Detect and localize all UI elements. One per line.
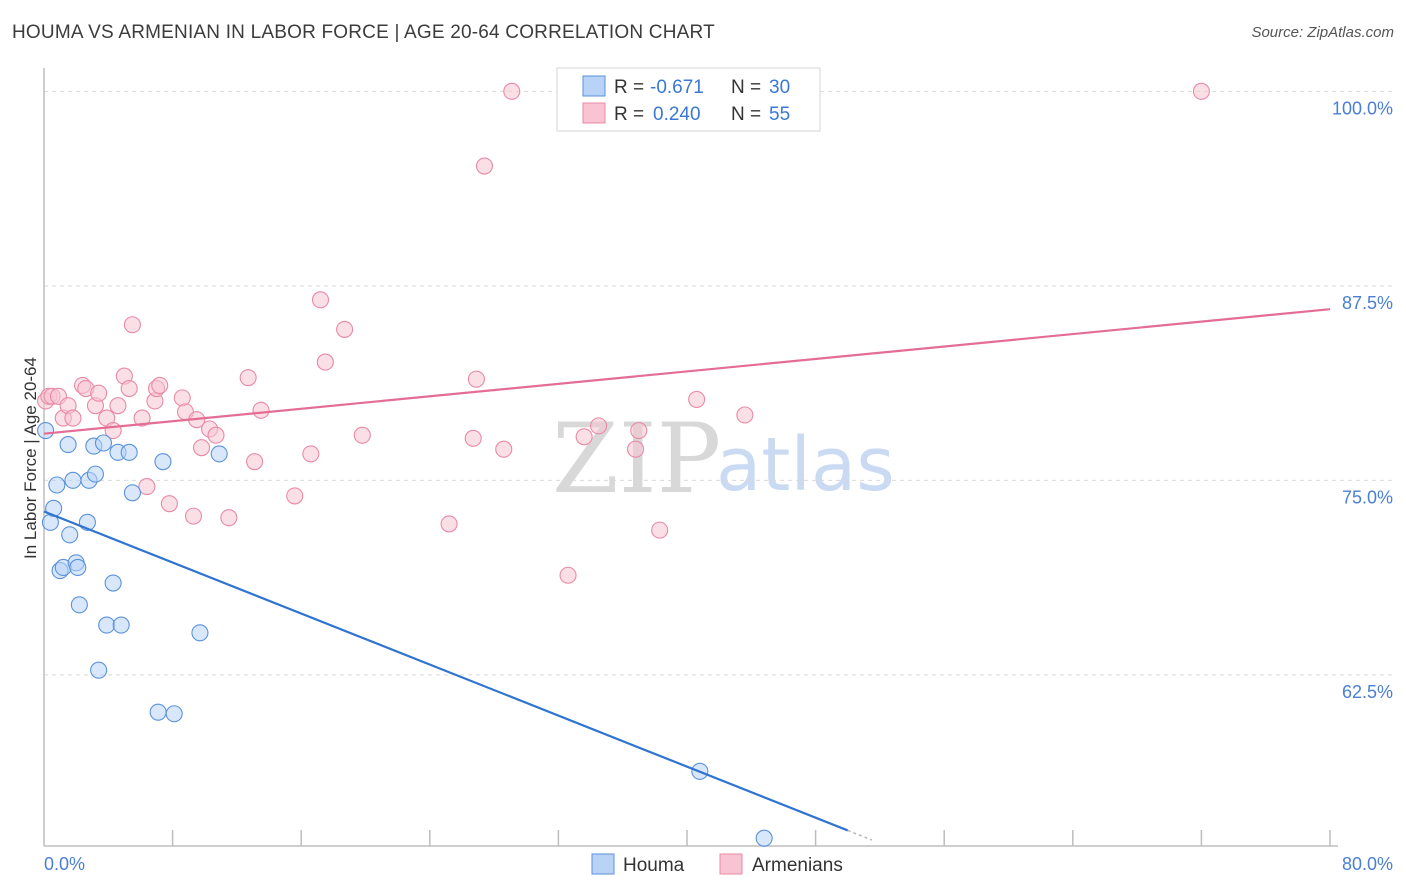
legend-armenian-r-value: 0.240 [653,104,701,125]
armenian-point [64,409,82,427]
armenian-point [495,440,513,458]
armenian-point [590,417,608,435]
houma-point [104,574,122,592]
houma-trendline-extension [847,829,873,841]
source-credit: Source: ZipAtlas.com [1251,24,1394,41]
houma-point [112,616,130,634]
houma-point [86,465,104,483]
houma-point [94,434,113,452]
armenian-trendline [43,308,1331,435]
x-tick-label-max: 80.0% [1342,854,1393,874]
armenian-point [316,353,334,371]
armenian-point [207,426,225,444]
armenian-point [123,316,141,334]
trendlines [43,308,1331,841]
armenian-point [246,453,264,471]
y-tick-label: 62.5% [1342,682,1393,702]
legend-houma-swatch [582,75,606,97]
armenian-point [90,384,108,402]
y-tick-label: 75.0% [1342,487,1393,507]
armenian-point [627,440,645,458]
legend-armenian-n-label: N = [731,104,761,125]
armenian-point [440,515,458,533]
armenian-point [173,389,191,407]
legend-armenian-swatch [582,102,606,124]
armenian-point [160,495,178,513]
legend-houma-n-value: 30 [769,77,790,98]
watermark-zip: ZIP [552,403,721,515]
armenian-point [109,397,127,415]
armenian-point [575,428,593,446]
legend-bottom-armenian-label: Armenians [752,855,843,876]
armenian-point [133,409,151,427]
legend-houma-r-label: R = [614,77,644,98]
armenian-point [688,390,706,408]
houma-point [48,476,66,494]
houma-point [755,829,773,847]
legend-bottom: Houma Armenians [591,853,843,876]
houma-point [64,471,82,489]
watermark: ZIP atlas [552,403,895,515]
houma-point [37,421,55,440]
armenian-point [184,507,203,525]
houma-point [90,661,108,679]
legend-houma-n-label: N = [731,77,761,98]
houma-series [37,421,773,847]
houma-point [191,624,209,642]
armenian-point [559,566,577,584]
legend-houma-r-value: -0.671 [650,77,704,98]
legend-bottom-armenian-swatch [719,853,743,875]
armenian-point [464,429,482,447]
houma-point [61,526,79,544]
y-tick-label: 87.5% [1342,293,1393,313]
legend-bottom-houma-swatch [591,853,615,875]
houma-point [98,616,116,634]
armenian-point [475,157,494,175]
houma-point [120,443,138,461]
armenian-point [651,521,669,539]
x-tick-label-min: 0.0% [44,854,85,874]
houma-point [149,703,167,721]
watermark-atlas: atlas [716,422,895,508]
armenians-series [37,82,1210,584]
armenian-point [220,509,238,527]
houma-point [210,445,228,463]
legend-armenian-n-value: 55 [769,104,790,125]
armenian-point [736,406,754,424]
houma-point [69,558,87,577]
armenian-point [138,478,156,496]
houma-trendline [43,510,849,832]
y-axis-label: In Labor Force | Age 20-64 [21,357,40,559]
armenian-point [252,401,270,419]
legend-bottom-houma-label: Houma [623,855,685,876]
legend-top: R = -0.671 N = 30 R = 0.240 N = 55 [556,67,821,132]
armenian-point [192,439,211,457]
armenian-point [336,320,354,338]
houma-point [165,705,183,723]
x-ticks [171,830,1331,846]
armenian-point [286,487,304,505]
chart-title: HOUMA VS ARMENIAN IN LABOR FORCE | AGE 2… [12,22,715,43]
armenian-point [151,376,169,394]
houma-point [59,436,77,454]
armenian-point [1192,82,1210,100]
armenian-point [353,426,371,444]
legend-armenian-r-label: R = [614,104,644,125]
armenian-point [302,445,320,463]
houma-point [123,484,141,502]
y-tick-label: 100.0% [1332,98,1393,118]
armenian-point [120,379,138,398]
armenian-point [467,370,485,388]
armenian-point [503,82,521,100]
y-tick-labels: 62.5% 75.0% 87.5% 100.0% [1332,98,1393,702]
armenian-point [311,291,330,309]
houma-point [154,453,172,471]
armenian-point [630,421,648,440]
houma-point [70,596,88,614]
armenian-point [239,369,257,387]
